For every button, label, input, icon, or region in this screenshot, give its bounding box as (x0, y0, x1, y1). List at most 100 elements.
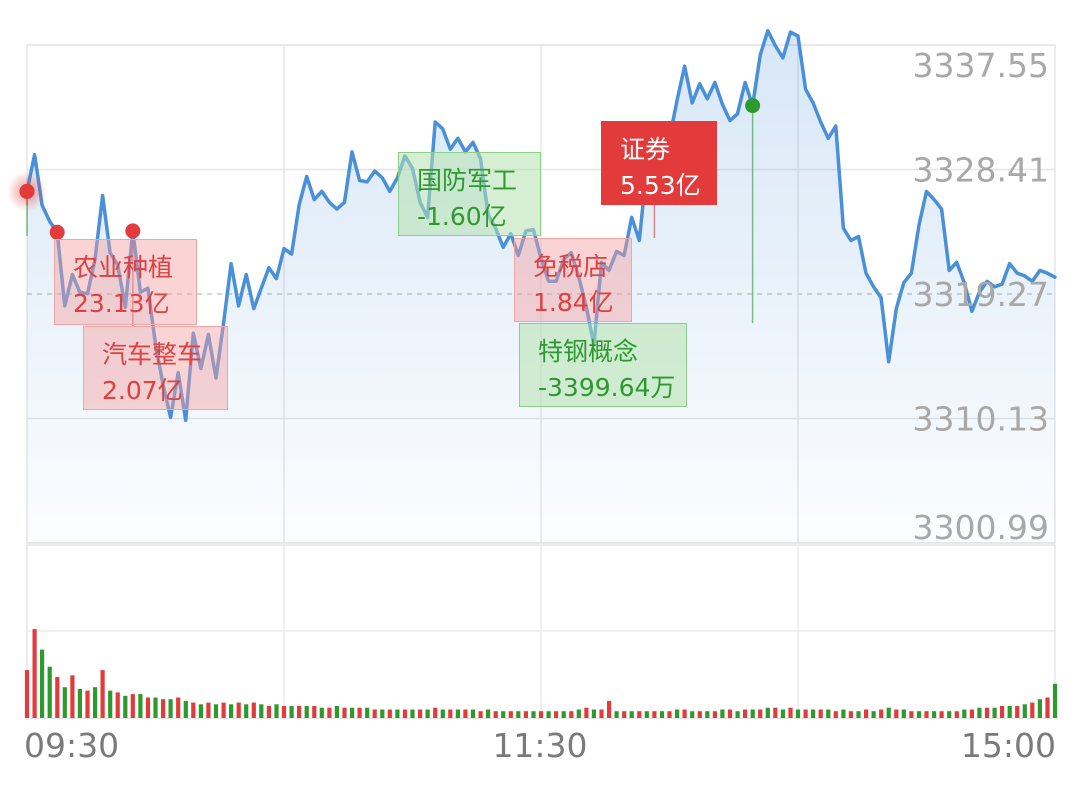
volume-bar (410, 709, 415, 719)
annotation-box: 农业种植 23.13亿 (54, 239, 197, 325)
annotation-flow-value: -3399.64万 (538, 373, 676, 402)
volume-bar (32, 629, 37, 718)
volume-bar (425, 709, 430, 719)
volume-bar (493, 711, 498, 718)
volume-bar (690, 711, 695, 718)
volume-bar (788, 707, 793, 718)
volume-bar (387, 709, 392, 719)
volume-bar (274, 704, 279, 718)
volume-bar (841, 709, 846, 719)
volume-bar (659, 711, 665, 718)
volume-bar (773, 707, 778, 718)
volume-bar (629, 711, 634, 718)
x-tick-label: 09:30 (24, 726, 119, 765)
volume-bar (992, 707, 997, 718)
volume-bar (743, 709, 748, 719)
volume-bar (826, 709, 831, 719)
volume-bar (947, 711, 952, 718)
volume-bar (312, 706, 317, 718)
volume-bar (236, 702, 241, 718)
volume-bar (584, 707, 589, 718)
annotation-sector-name: 农业种植 (73, 253, 174, 282)
volume-bar (297, 706, 302, 718)
volume-bar (599, 709, 604, 719)
volume-bar (516, 711, 521, 718)
price-line (25, 28, 1057, 423)
annotation-flow-value: 2.07亿 (102, 376, 183, 405)
volume-bar (470, 709, 476, 719)
y-tick-label: 3310.13 (913, 400, 1049, 439)
volume-bar (856, 711, 861, 718)
volume-bar (675, 709, 680, 719)
annotation-box: 国防军工 -1.60亿 (398, 152, 541, 236)
volume-bar (932, 711, 937, 718)
annotation-flow-value: 5.53亿 (620, 171, 701, 200)
volume-bar (894, 709, 899, 719)
volume-bar (281, 706, 287, 718)
annotation-marker (19, 183, 35, 199)
volume-bar (795, 709, 801, 719)
annotation-marker (745, 98, 761, 114)
y-tick-label: 3328.41 (913, 151, 1049, 190)
volume-bar (1007, 706, 1012, 718)
volume-bar (977, 707, 982, 718)
volume-bars (24, 629, 1058, 719)
volume-bar (554, 711, 559, 718)
y-tick-label: 3319.27 (913, 275, 1049, 314)
volume-bar (765, 707, 770, 718)
volume-bar (871, 711, 876, 718)
volume-bar (455, 709, 460, 719)
volume-bar (191, 702, 196, 718)
y-tick-label: 3300.99 (913, 508, 1049, 547)
y-axis-labels: 3337.55 3328.41 3319.27 3310.13 3300.99 (913, 46, 1049, 547)
volume-bar (697, 711, 702, 718)
volume-bar (62, 687, 67, 718)
volume-bar (55, 677, 60, 718)
volume-bar (350, 707, 355, 718)
volume-bar (342, 707, 347, 718)
volume-bar (176, 697, 181, 718)
volume-bar (712, 711, 717, 718)
volume-bar (327, 707, 332, 718)
volume-bar (682, 709, 687, 719)
volume-bar (1045, 697, 1050, 718)
volume-bar (244, 704, 249, 718)
volume-bar (1015, 706, 1020, 718)
volume-bar (508, 711, 513, 718)
volume-bar (758, 709, 763, 719)
volume-bar (266, 706, 271, 718)
volume-bar (402, 709, 408, 719)
annotation-flow-value: 1.84亿 (533, 288, 614, 317)
volume-bar (901, 709, 906, 719)
volume-bar (229, 704, 234, 718)
volume-bar (486, 709, 491, 719)
volume-bar (569, 711, 574, 718)
volume-bar (644, 711, 649, 718)
volume-bar (138, 694, 143, 718)
volume-bar (523, 711, 528, 718)
volume-bar (40, 649, 45, 718)
volume-bar (848, 711, 853, 718)
annotation-sector-name: 国防军工 (417, 166, 518, 195)
y-tick-label: 3337.55 (913, 46, 1049, 85)
annotation-box: 证券 5.53亿 (601, 121, 717, 205)
volume-bar (161, 699, 166, 718)
volume-bar (70, 675, 75, 719)
volume-bar (501, 711, 506, 718)
volume-bar (962, 709, 967, 719)
volume-bar (93, 687, 98, 718)
volume-bar (1000, 706, 1005, 718)
volume-bar (538, 711, 544, 718)
volume-bar (85, 690, 90, 718)
volume-bar (478, 711, 483, 718)
volume-bar (705, 711, 710, 718)
volume-bar (546, 711, 551, 718)
annotation-box: 特钢概念 -3399.64万 (519, 323, 687, 407)
volume-bar (916, 711, 922, 718)
annotation-sector-name: 汽车整车 (102, 340, 203, 369)
volume-bar (622, 711, 627, 718)
volume-bar (607, 700, 612, 718)
volume-bar (145, 697, 151, 718)
volume-bar (954, 711, 959, 718)
volume-bar (750, 709, 755, 719)
